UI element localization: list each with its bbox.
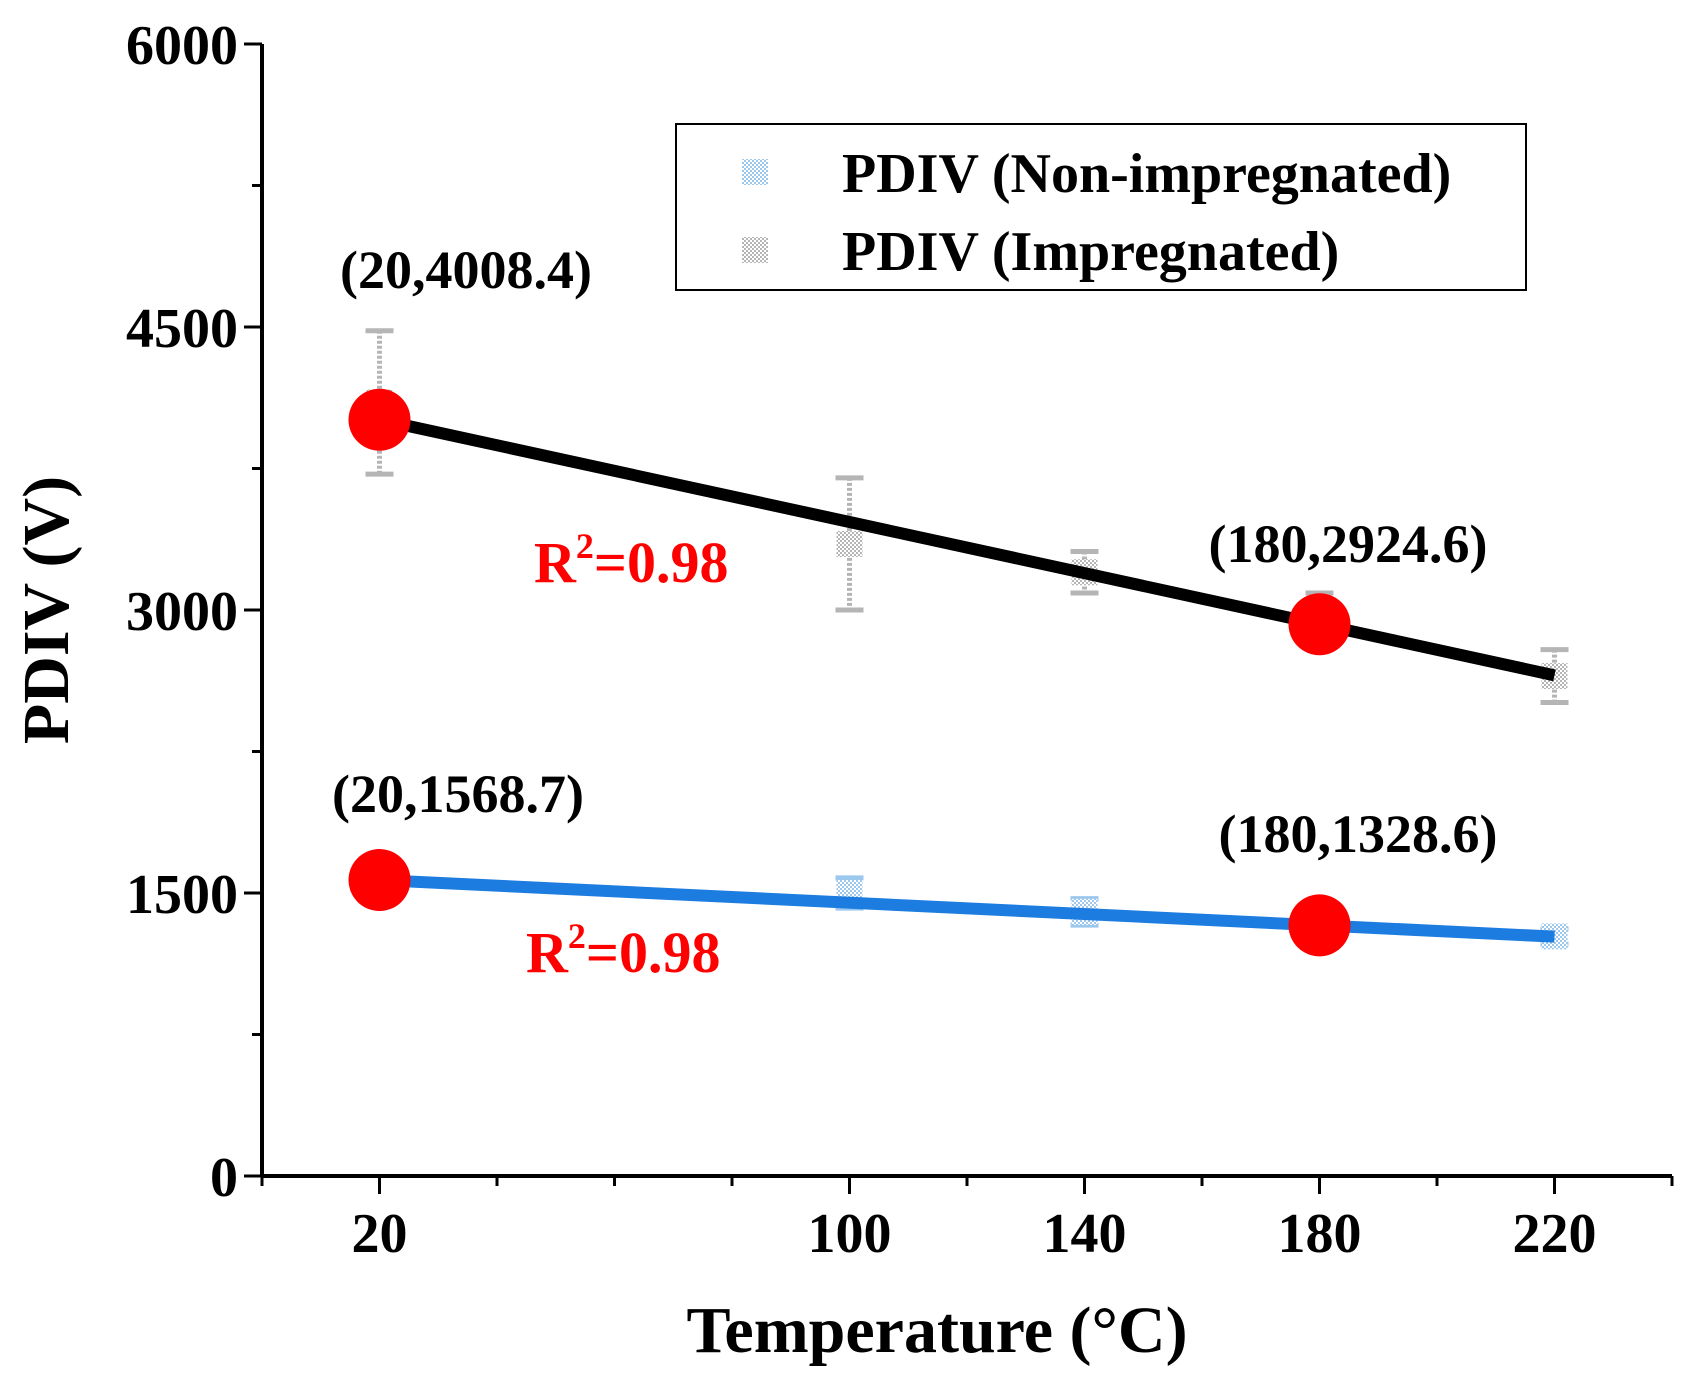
x-tick-label: 20	[352, 1203, 408, 1265]
legend-entry: PDIV (Impregnated)	[842, 221, 1339, 283]
data-point	[836, 530, 863, 557]
point-label: (20,1568.7)	[332, 764, 584, 824]
x-tick-label: 140	[1043, 1203, 1127, 1265]
highlight-point	[1288, 593, 1351, 656]
r-squared-label: R2=0.98	[534, 526, 728, 595]
r-squared-label: R2=0.98	[526, 916, 720, 985]
highlight-point	[348, 849, 411, 912]
highlight-point	[1288, 894, 1351, 957]
x-axis-title: Temperature (°C)	[686, 1294, 1187, 1367]
y-axis-title: PDIV (V)	[10, 476, 83, 744]
y-tick-label: 4500	[126, 298, 238, 360]
x-tick-label: 220	[1513, 1203, 1597, 1265]
point-label: (20,4008.4)	[340, 240, 592, 300]
legend-marker	[742, 237, 768, 263]
x-tick-label: 180	[1278, 1203, 1362, 1265]
y-tick-label: 3000	[126, 581, 238, 643]
legend: PDIV (Non-impregnated) PDIV (Impregnated)	[675, 123, 1527, 291]
x-tick-label: 100	[808, 1203, 892, 1265]
fit-line	[378, 413, 1556, 682]
y-tick-label: 6000	[126, 15, 238, 77]
point-label: (180,2924.6)	[1209, 514, 1488, 574]
legend-entry: PDIV (Non-impregnated)	[842, 143, 1451, 205]
highlight-point	[348, 388, 411, 451]
y-tick-label: 0	[210, 1147, 238, 1209]
legend-box	[675, 123, 1527, 291]
point-label: (180,1328.6)	[1219, 804, 1498, 864]
fit-line	[379, 874, 1555, 943]
y-tick-label: 1500	[126, 864, 238, 926]
legend-marker	[742, 159, 768, 185]
